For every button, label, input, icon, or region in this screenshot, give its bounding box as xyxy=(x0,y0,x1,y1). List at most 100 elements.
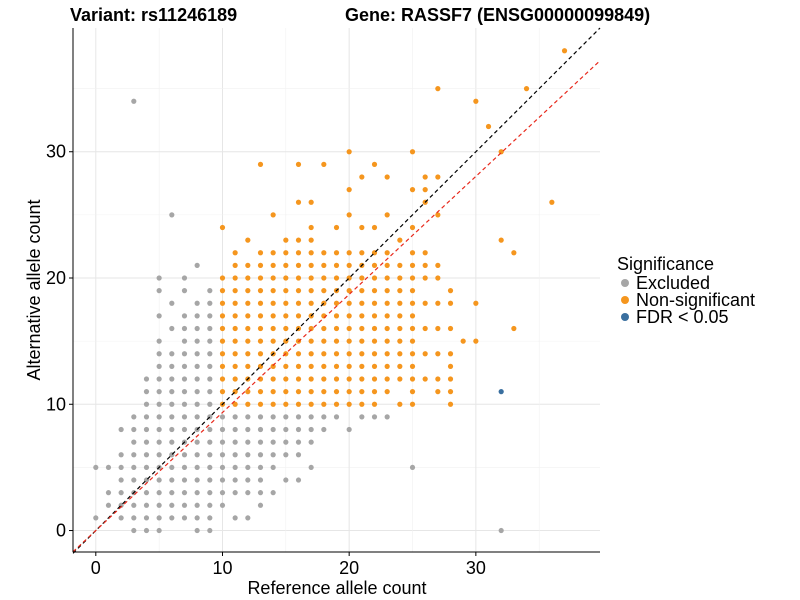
y-tick-label: 30 xyxy=(46,142,66,162)
point-non-significant xyxy=(308,262,314,268)
point-non-significant xyxy=(447,363,454,369)
point-excluded xyxy=(257,502,264,508)
point-non-significant xyxy=(245,389,251,395)
point-non-significant xyxy=(257,300,264,306)
y-axis-label: Alternative allele count xyxy=(24,199,44,380)
point-non-significant xyxy=(346,288,352,294)
point-non-significant xyxy=(283,250,289,256)
point-excluded xyxy=(143,452,150,458)
point-excluded xyxy=(143,490,150,496)
point-excluded xyxy=(156,275,162,281)
point-non-significant xyxy=(308,300,314,306)
point-excluded xyxy=(169,414,175,420)
point-excluded xyxy=(156,376,162,382)
point-non-significant xyxy=(409,401,416,407)
point-non-significant xyxy=(371,351,378,357)
point-non-significant xyxy=(232,325,238,332)
point-non-significant xyxy=(308,275,314,281)
point-non-significant xyxy=(219,376,226,382)
point-non-significant xyxy=(308,237,314,243)
point-excluded xyxy=(194,490,200,496)
point-excluded xyxy=(207,389,213,395)
reference-lines xyxy=(72,27,601,554)
point-excluded xyxy=(270,452,276,458)
point-excluded xyxy=(194,338,200,344)
point-non-significant xyxy=(359,363,365,369)
point-excluded xyxy=(156,452,162,458)
point-excluded xyxy=(270,464,276,471)
point-non-significant xyxy=(346,376,352,382)
point-non-significant xyxy=(333,363,340,369)
point-excluded xyxy=(181,502,188,508)
point-excluded xyxy=(283,439,289,445)
point-excluded xyxy=(346,426,352,433)
legend-key xyxy=(621,279,629,287)
point-non-significant xyxy=(333,313,340,319)
point-non-significant xyxy=(397,351,403,357)
chart-title-gene: Gene: RASSF7 (ENSG00000099849) xyxy=(345,5,650,25)
point-excluded xyxy=(169,515,175,521)
point-non-significant xyxy=(245,401,251,407)
point-non-significant xyxy=(371,338,378,344)
point-excluded xyxy=(384,414,390,420)
point-non-significant xyxy=(321,338,327,344)
point-excluded xyxy=(308,426,314,433)
point-non-significant xyxy=(359,401,365,407)
point-non-significant xyxy=(270,262,276,268)
point-non-significant xyxy=(397,325,403,332)
point-non-significant xyxy=(409,224,416,231)
point-non-significant xyxy=(371,325,378,332)
point-non-significant xyxy=(308,288,314,294)
point-excluded xyxy=(169,300,175,306)
point-non-significant xyxy=(422,300,428,306)
point-non-significant xyxy=(384,262,390,268)
point-non-significant xyxy=(346,212,352,218)
point-non-significant xyxy=(371,313,378,319)
point-excluded xyxy=(207,502,213,508)
x-tick-label: 0 xyxy=(91,558,101,578)
point-excluded xyxy=(295,477,302,483)
point-excluded xyxy=(207,490,213,496)
point-excluded xyxy=(169,464,175,471)
point-non-significant xyxy=(435,174,441,180)
legend-label: FDR < 0.05 xyxy=(636,307,729,327)
point-excluded xyxy=(118,426,124,433)
point-non-significant xyxy=(270,389,276,395)
point-non-significant xyxy=(321,363,327,369)
chart-title-variant: Variant: rs11246189 xyxy=(70,5,237,25)
point-excluded xyxy=(207,426,213,433)
point-excluded xyxy=(207,464,213,471)
point-excluded xyxy=(219,439,226,445)
point-excluded xyxy=(169,212,175,218)
point-non-significant xyxy=(422,376,428,382)
point-non-significant xyxy=(232,300,238,306)
point-excluded xyxy=(169,325,175,332)
point-non-significant xyxy=(409,376,416,382)
point-non-significant xyxy=(333,224,340,231)
point-non-significant xyxy=(346,363,352,369)
point-non-significant xyxy=(245,338,251,344)
point-non-significant xyxy=(359,389,365,395)
point-excluded xyxy=(156,414,162,420)
point-non-significant xyxy=(232,288,238,294)
point-excluded xyxy=(118,490,124,496)
point-non-significant xyxy=(409,262,416,268)
point-non-significant xyxy=(245,275,251,281)
point-excluded xyxy=(181,477,188,483)
point-excluded xyxy=(219,452,226,458)
point-non-significant xyxy=(257,351,264,357)
point-excluded xyxy=(156,288,162,294)
point-non-significant xyxy=(295,288,302,294)
point-excluded xyxy=(232,490,238,496)
point-excluded xyxy=(156,363,162,369)
point-non-significant xyxy=(409,351,416,357)
point-excluded xyxy=(156,426,162,433)
point-non-significant xyxy=(371,161,378,167)
reference-line-fit xyxy=(72,60,601,553)
point-non-significant xyxy=(422,174,428,180)
point-excluded xyxy=(181,338,188,344)
point-excluded xyxy=(194,515,200,521)
point-non-significant xyxy=(232,351,238,357)
legend-title: Significance xyxy=(617,254,714,274)
point-non-significant xyxy=(549,199,555,205)
